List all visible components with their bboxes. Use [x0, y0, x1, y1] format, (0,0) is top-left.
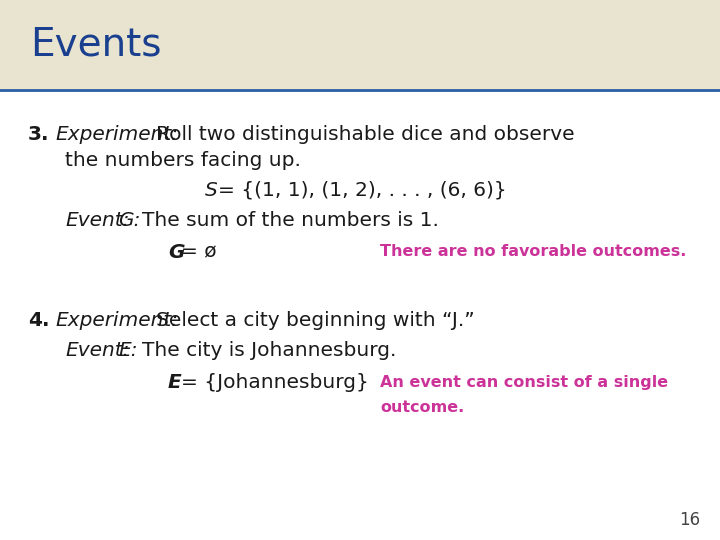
Text: E: E — [168, 373, 181, 392]
Text: G:: G: — [118, 211, 140, 229]
Text: 3.: 3. — [28, 125, 50, 145]
Text: = {(1, 1), (1, 2), . . . , (6, 6)}: = {(1, 1), (1, 2), . . . , (6, 6)} — [218, 180, 507, 199]
Text: outcome.: outcome. — [380, 400, 464, 415]
Text: E:: E: — [118, 341, 138, 360]
Text: = {Johannesburg}: = {Johannesburg} — [181, 373, 369, 392]
Text: Event:: Event: — [65, 211, 130, 229]
Text: Roll two distinguishable dice and observe: Roll two distinguishable dice and observ… — [156, 125, 575, 145]
Text: 4.: 4. — [28, 310, 50, 329]
Text: An event can consist of a single: An event can consist of a single — [380, 375, 668, 389]
Text: There are no favorable outcomes.: There are no favorable outcomes. — [380, 245, 686, 260]
Text: Select a city beginning with “J.”: Select a city beginning with “J.” — [156, 310, 474, 329]
Text: S: S — [205, 180, 217, 199]
Text: Experiment:: Experiment: — [55, 125, 178, 145]
Text: G: G — [168, 242, 184, 261]
Text: the numbers facing up.: the numbers facing up. — [65, 151, 301, 170]
Text: The city is Johannesburg.: The city is Johannesburg. — [142, 341, 397, 360]
Text: = ø: = ø — [181, 242, 217, 261]
Text: 16: 16 — [679, 511, 700, 529]
Text: Event:: Event: — [65, 341, 130, 360]
Text: Experiment:: Experiment: — [55, 310, 178, 329]
Bar — [0, 0, 720, 90]
Text: The sum of the numbers is 1.: The sum of the numbers is 1. — [142, 211, 439, 229]
Text: Events: Events — [30, 26, 161, 64]
